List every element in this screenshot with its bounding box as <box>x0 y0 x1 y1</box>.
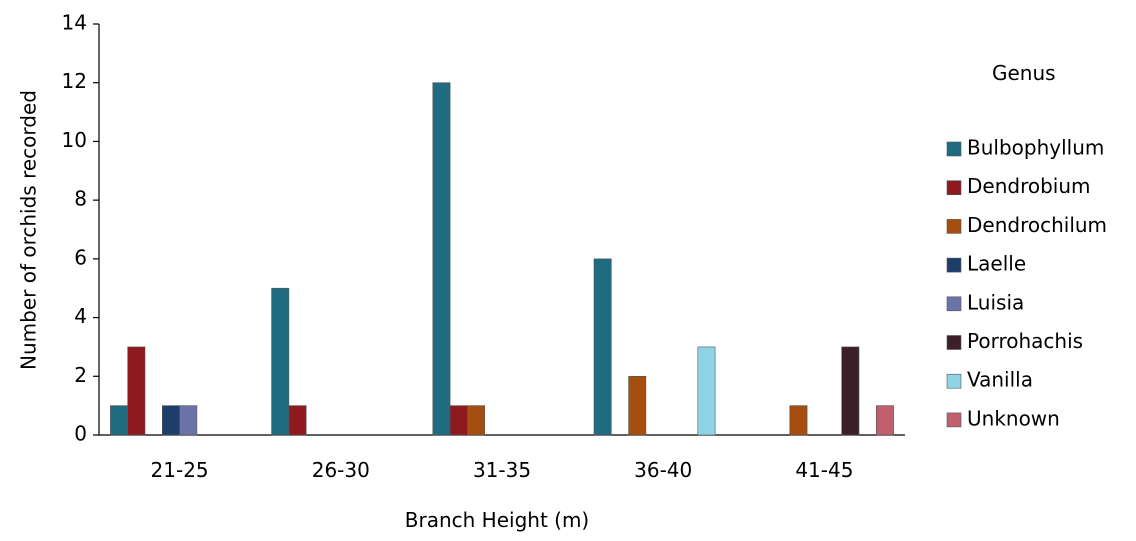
legend-swatch-laelle <box>946 257 962 273</box>
bar-porrohachis-41-45 <box>841 346 860 436</box>
legend-swatch-dendrochilum <box>946 219 962 234</box>
bar-dendrochilum-36-40 <box>628 375 647 436</box>
y-tick-label: 10 <box>62 128 87 152</box>
legend-swatch-dendrobium <box>946 180 962 195</box>
legend-label: Bulbophyllum <box>967 136 1104 160</box>
legend: Bulbophyllum Dendrobium Dendrochilum Laelle… <box>946 136 1107 430</box>
legend-label: Dendrochilum <box>967 213 1107 237</box>
y-tick-label: 4 <box>74 304 87 328</box>
x-axis-title: Branch Height (m) <box>405 508 589 532</box>
legend-swatch-bulbophyllum <box>946 141 962 157</box>
plot-area: 0 2 4 6 8 10 12 14 21-25 26-30 31-35 36-40 41-45 <box>62 11 905 482</box>
bar-dendrobium-21-25 <box>127 346 146 436</box>
y-tick-label: 14 <box>62 11 87 35</box>
bar-bulbophyllum-36-40 <box>593 258 612 436</box>
y-tick-label: 0 <box>74 422 87 446</box>
x-tick-label: 41-45 <box>795 458 853 482</box>
legend-label: Porrohachis <box>967 329 1083 353</box>
legend-swatch-luisia <box>946 296 962 312</box>
x-tick-label: 31-35 <box>473 458 531 482</box>
bar-luisia-21-25 <box>179 405 198 436</box>
legend-swatch-porrohachis <box>946 335 962 350</box>
legend-label: Unknown <box>967 406 1060 430</box>
x-tick-label: 36-40 <box>634 458 692 482</box>
y-tick-label: 12 <box>62 69 87 93</box>
x-tick-label: 21-25 <box>151 458 209 482</box>
legend-label: Vanilla <box>967 368 1033 392</box>
y-tick-label: 2 <box>74 363 87 387</box>
bar-laelle-21-25 <box>162 405 180 436</box>
y-tick-label: 8 <box>74 187 87 211</box>
legend-label: Luisia <box>967 290 1024 314</box>
legend-swatch-unknown <box>946 412 962 428</box>
bar-dendrochilum-31-35 <box>467 405 485 436</box>
legend-label: Dendrobium <box>967 174 1091 198</box>
y-axis-title: Number of orchids recorded <box>17 90 41 370</box>
bar-bulbophyllum-26-30 <box>271 287 290 436</box>
bar-bulbophyllum-21-25 <box>110 405 129 436</box>
bar-unknown-41-45 <box>875 405 894 436</box>
bar-dendrobium-31-35 <box>449 405 468 436</box>
legend-swatch-vanilla <box>946 373 962 389</box>
legend-title: Genus <box>992 61 1056 85</box>
bar-dendrobium-26-30 <box>288 405 307 436</box>
bar-vanilla-36-40 <box>697 346 716 436</box>
y-tick-label: 6 <box>74 245 87 269</box>
y-axis-title-group: Number of orchids recorded <box>17 90 41 370</box>
legend-label: Laelle <box>967 252 1026 276</box>
bar-dendrochilum-41-45 <box>789 405 808 436</box>
bar-bulbophyllum-31-35 <box>432 82 451 436</box>
x-tick-label: 26-30 <box>312 458 370 482</box>
